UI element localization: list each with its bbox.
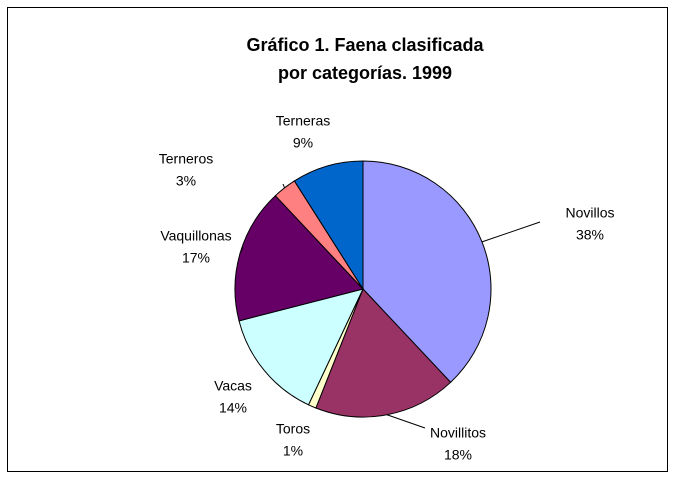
- slice-value-label: 14%: [219, 400, 247, 416]
- slice-label: Vaquillonas: [160, 228, 231, 244]
- leader-line: [481, 221, 541, 243]
- pie-slice: [315, 288, 452, 418]
- leader-line: [386, 414, 426, 429]
- slice-label: Novillitos: [430, 425, 486, 441]
- pie-slice: [238, 288, 364, 406]
- chart-title: Gráfico 1. Faena clasificada: [246, 35, 484, 55]
- slice-label: Toros: [276, 421, 310, 437]
- slice-value-label: 17%: [182, 250, 210, 266]
- slice-label: Vacas: [214, 378, 252, 394]
- chart-title: por categorías. 1999: [278, 63, 452, 83]
- slice-label: Terneros: [159, 151, 213, 167]
- slice-value-label: 1%: [283, 443, 303, 459]
- slice-label: Novillos: [565, 205, 614, 221]
- leader-line: [239, 246, 244, 254]
- slice-label: Terneras: [276, 113, 330, 129]
- slice-value-label: 3%: [176, 173, 196, 189]
- pie-slice: [293, 160, 364, 291]
- slice-value-label: 9%: [293, 135, 313, 151]
- slice-value-label: 38%: [576, 227, 604, 243]
- pie-slice: [362, 160, 492, 384]
- slice-value-label: 18%: [444, 447, 472, 463]
- leader-line: [282, 183, 286, 189]
